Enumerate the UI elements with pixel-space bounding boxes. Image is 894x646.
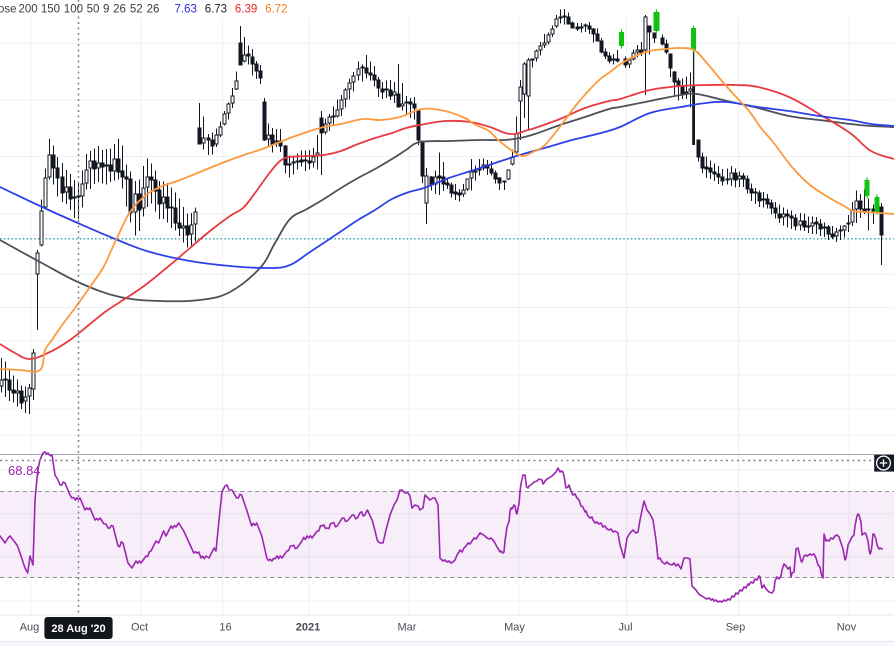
svg-text:Aug: Aug xyxy=(20,622,40,634)
svg-text:7.63: 7.63 xyxy=(175,4,197,16)
svg-text:150: 150 xyxy=(41,4,60,16)
svg-text:16: 16 xyxy=(219,622,231,634)
svg-text:Nov: Nov xyxy=(837,622,857,634)
svg-text:May: May xyxy=(504,622,525,634)
svg-text:Jul: Jul xyxy=(618,622,632,634)
svg-text:6.73: 6.73 xyxy=(205,4,227,16)
svg-text:52: 52 xyxy=(130,4,143,16)
svg-text:200: 200 xyxy=(19,4,38,16)
svg-text:50: 50 xyxy=(87,4,100,16)
svg-text:ose: ose xyxy=(0,4,17,16)
svg-text:100: 100 xyxy=(64,4,83,16)
svg-text:28 Aug '20: 28 Aug '20 xyxy=(51,623,105,635)
svg-text:6.72: 6.72 xyxy=(265,4,287,16)
svg-text:6.39: 6.39 xyxy=(235,4,257,16)
svg-text:9: 9 xyxy=(103,4,109,16)
svg-text:26: 26 xyxy=(113,4,126,16)
svg-text:2021: 2021 xyxy=(296,622,320,634)
svg-text:Sep: Sep xyxy=(726,622,746,634)
svg-text:Mar: Mar xyxy=(398,622,417,634)
svg-text:26: 26 xyxy=(147,4,160,16)
svg-text:68.84: 68.84 xyxy=(8,463,41,478)
svg-text:Oct: Oct xyxy=(131,622,148,634)
